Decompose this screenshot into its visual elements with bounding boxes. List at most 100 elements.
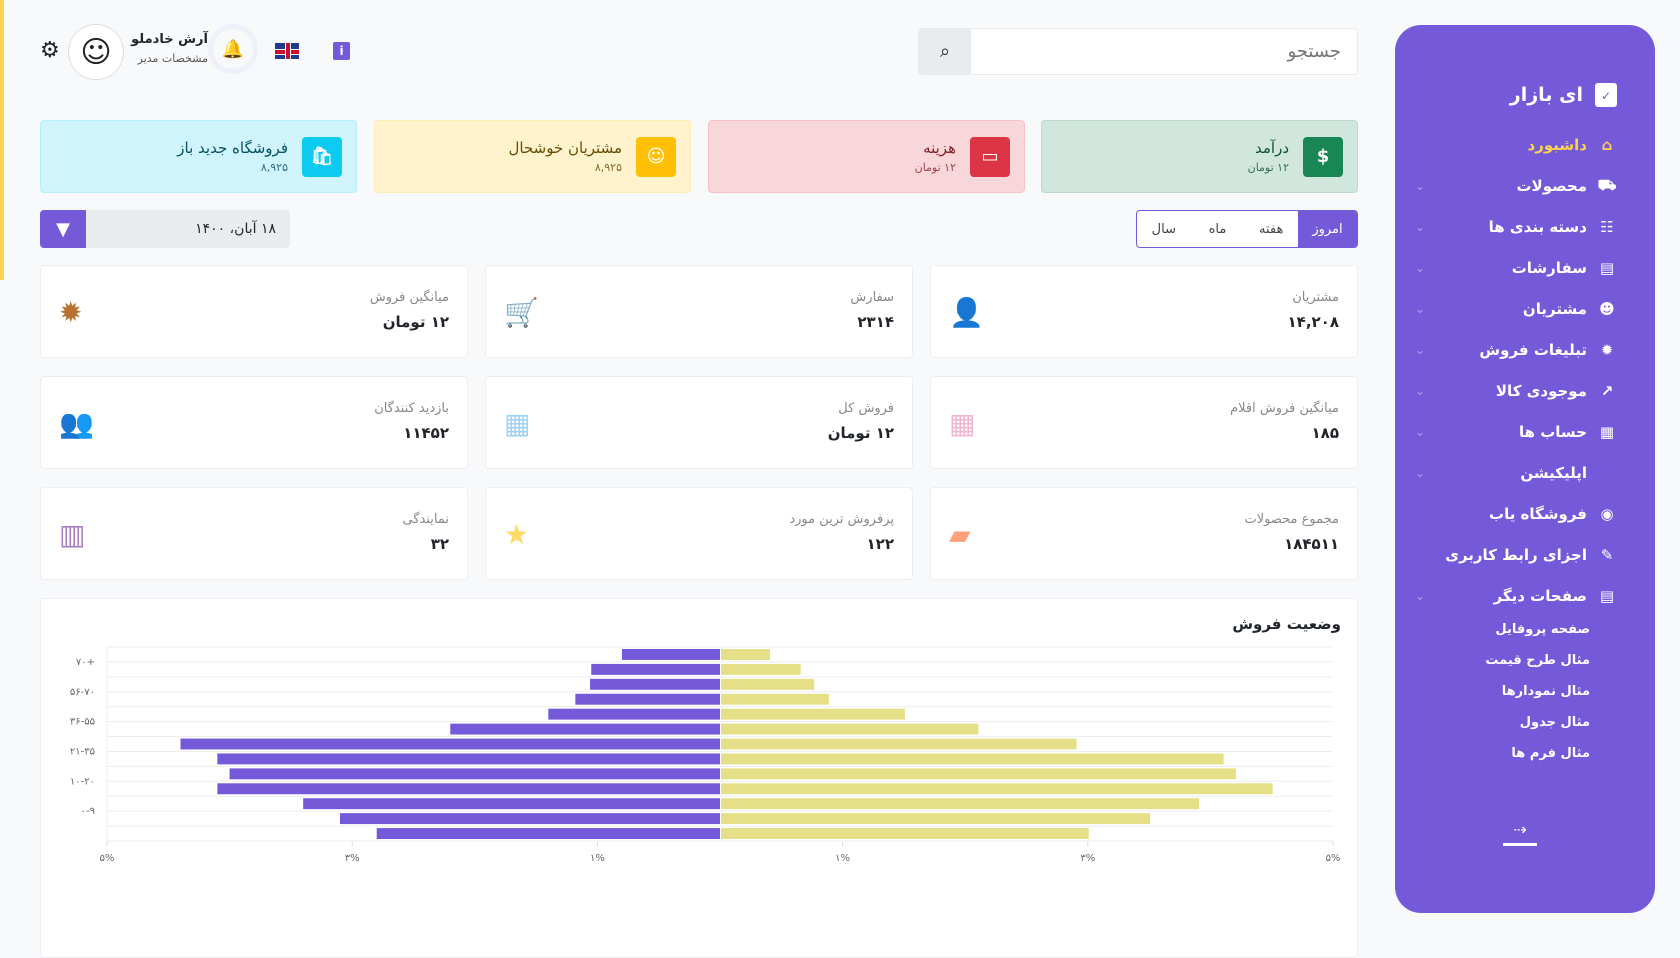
period-year[interactable]: سال xyxy=(1151,221,1176,237)
sidebar-item[interactable]: اپلیکیشن ⌄ xyxy=(1415,458,1617,488)
bar-left xyxy=(303,798,720,810)
bar-right xyxy=(721,813,1151,825)
card-icon: ▭ xyxy=(970,136,1010,177)
user-info[interactable]: آرش خادملو مشخصات مدیر xyxy=(130,32,208,66)
x-tick-label: ۱% xyxy=(835,853,850,864)
card-icon: $ xyxy=(1303,136,1343,177)
bar-right xyxy=(721,649,771,660)
stat-card: مشتریان ۱۴,۲۰۸ 👤 xyxy=(930,265,1358,358)
star-icon: ★ xyxy=(504,518,530,551)
sidebar-subitem[interactable]: مثال نمودارها xyxy=(1501,684,1590,699)
stat-value: ۱۸۵ xyxy=(1311,424,1339,442)
x-tick-label: ۱% xyxy=(590,853,605,864)
cart-icon: 🛒 xyxy=(504,296,539,329)
date-filter[interactable]: ▼ ۱۸ آبان، ۱۴۰۰ xyxy=(40,210,290,248)
sidebar-item-label: تبلیغات فروش xyxy=(1479,341,1587,359)
sidebar-item[interactable]: ⛟ محصولات ⌄ xyxy=(1415,171,1617,201)
bell-icon[interactable]: 🔔 xyxy=(208,24,258,74)
user-name: آرش خادملو xyxy=(131,32,208,47)
sidebar-item[interactable]: ↗ موجودی کالا ⌄ xyxy=(1415,376,1617,406)
sidebar-subitem[interactable]: صفحه پروفایل xyxy=(1495,622,1590,637)
uk-flag-icon[interactable] xyxy=(275,43,299,59)
search-button[interactable]: ⌕ xyxy=(919,29,971,74)
stat-value: ۱۲ تومان xyxy=(382,313,449,331)
calculator-icon: ▦ xyxy=(1599,423,1615,441)
chart-title: وضعیت فروش xyxy=(1232,615,1341,633)
sidebar-subitem[interactable]: مثال فرم ها xyxy=(1511,746,1590,761)
chevron-down-icon[interactable]: ⌄ xyxy=(1415,384,1426,398)
card-value: ۱۲ تومان xyxy=(1247,161,1289,174)
period-month[interactable]: ماه xyxy=(1208,221,1227,237)
sidebar-item[interactable]: ◉ فروشگاه یاب xyxy=(1415,499,1617,529)
sidebar-item[interactable]: ▦ حساب ها ⌄ xyxy=(1415,417,1617,447)
period-week[interactable]: هفته xyxy=(1258,221,1284,237)
filter-button[interactable]: ▼ xyxy=(40,210,86,248)
sales-chart: ۵% ۳% ۱% ۱% ۳% ۵% ۷۰+ ۵۶-۷۰ ۳۶-۵۵ ۲۱-۳۵ ۱۰-۲۰ ۰-۹ xyxy=(70,646,1341,864)
x-tick-label: ۵% xyxy=(100,853,115,864)
stat-value: ۱۲ تومان xyxy=(827,424,894,442)
stat-label: سفارش xyxy=(850,290,894,305)
home-icon: ⌂ xyxy=(1601,136,1613,154)
user-icon: ☻ xyxy=(1599,300,1615,318)
sidebar-item-label: حساب ها xyxy=(1518,423,1587,441)
discount-icon: ✹ xyxy=(59,296,83,329)
chevron-down-icon[interactable]: ⌄ xyxy=(1415,302,1426,316)
sidebar-subitem[interactable]: مثال طرح قیمت xyxy=(1485,653,1590,668)
period-toggle: امروز هفته ماه سال xyxy=(1136,210,1358,248)
bar-left xyxy=(621,649,720,660)
sidebar-item-label: اجزای رابط کاربری xyxy=(1445,546,1587,564)
sidebar-item[interactable]: ☻ مشتریان ⌄ xyxy=(1415,294,1617,324)
stat-label: پرفروش ترین مورد xyxy=(789,512,894,527)
stat-value: ۱۴,۲۰۸ xyxy=(1287,313,1339,331)
bar-right xyxy=(721,753,1224,765)
chevron-down-icon[interactable]: ⌄ xyxy=(1415,466,1426,480)
sidebar-item[interactable]: ☷ دسته بندی ها ⌄ xyxy=(1415,212,1617,242)
person-icon: 👤 xyxy=(949,296,984,329)
stat-card: نمایندگی ۳۲ ▥ xyxy=(40,487,468,580)
sidebar-item-label: موجودی کالا xyxy=(1495,382,1587,400)
summary-card: ☺ مشتریان خوشحال ۸,۹۲۵ xyxy=(374,120,691,193)
summary-card: 🛍 فروشگاه جدید باز ۸,۹۲۵ xyxy=(40,120,357,193)
card-title: هزینه xyxy=(923,139,956,157)
sidebar-item[interactable]: ✹ تبلیغات فروش ⌄ xyxy=(1415,335,1617,365)
chevron-down-icon[interactable]: ⌄ xyxy=(1415,589,1426,603)
period-today[interactable]: امروز xyxy=(1297,211,1357,247)
sidebar-item-label: مشتریان xyxy=(1522,300,1587,318)
bar-left xyxy=(548,708,720,720)
sidebar-item[interactable]: ▤ صفحات دیگر ⌄ xyxy=(1415,581,1617,611)
chevron-down-icon[interactable]: ⌄ xyxy=(1415,179,1426,193)
search-input[interactable] xyxy=(971,29,1357,74)
brand[interactable]: ✓ ای بازار xyxy=(1510,83,1617,107)
stat-label: میانگین فروش xyxy=(369,290,449,305)
filter-icon: ▼ xyxy=(56,218,70,240)
chart-growth-icon: ↗ xyxy=(1600,382,1614,400)
stat-label: میانگین فروش اقلام xyxy=(1230,401,1339,416)
stat-value: ۱۲۲ xyxy=(866,535,894,553)
x-tick-label: ۵% xyxy=(1326,853,1341,864)
sidebar-item[interactable]: ⌂ داشبورد xyxy=(1415,130,1617,160)
x-tick-label: ۳% xyxy=(1080,853,1095,864)
chevron-down-icon[interactable]: ⌄ xyxy=(1415,220,1426,234)
chevron-down-icon[interactable]: ⌄ xyxy=(1415,343,1426,357)
sidebar-item[interactable]: ✎ اجزای رابط کاربری xyxy=(1415,540,1617,570)
info-icon[interactable]: i xyxy=(333,42,350,60)
calculator-icon: ▦ xyxy=(949,407,976,440)
chevron-down-icon[interactable]: ⌄ xyxy=(1415,425,1426,439)
gear-icon[interactable]: ⚙ xyxy=(40,38,60,63)
stat-label: نمایندگی xyxy=(402,512,449,527)
logout-icon[interactable]: ⇢ xyxy=(1503,820,1537,846)
brand-name: ای بازار xyxy=(1509,84,1583,106)
y-tick-label: ۱۰-۲۰ xyxy=(70,776,95,787)
chevron-down-icon[interactable]: ⌄ xyxy=(1415,261,1426,275)
card-title: درآمد xyxy=(1255,139,1289,157)
card-value: ۸,۹۲۵ xyxy=(594,161,622,174)
bar-left xyxy=(590,678,720,690)
card-icon: 🛍 xyxy=(302,136,342,177)
sidebar-subitem[interactable]: مثال جدول xyxy=(1519,715,1590,730)
bar-right xyxy=(721,693,829,705)
stat-label: بازدید کنندگان xyxy=(374,401,449,416)
stat-card: سفارش ۲۳۱۴ 🛒 xyxy=(485,265,913,358)
sidebar-item[interactable]: ▤ سفارشات ⌄ xyxy=(1415,253,1617,283)
y-tick-label: ۵۶-۷۰ xyxy=(70,687,95,698)
avatar[interactable]: ☺ xyxy=(68,24,124,80)
